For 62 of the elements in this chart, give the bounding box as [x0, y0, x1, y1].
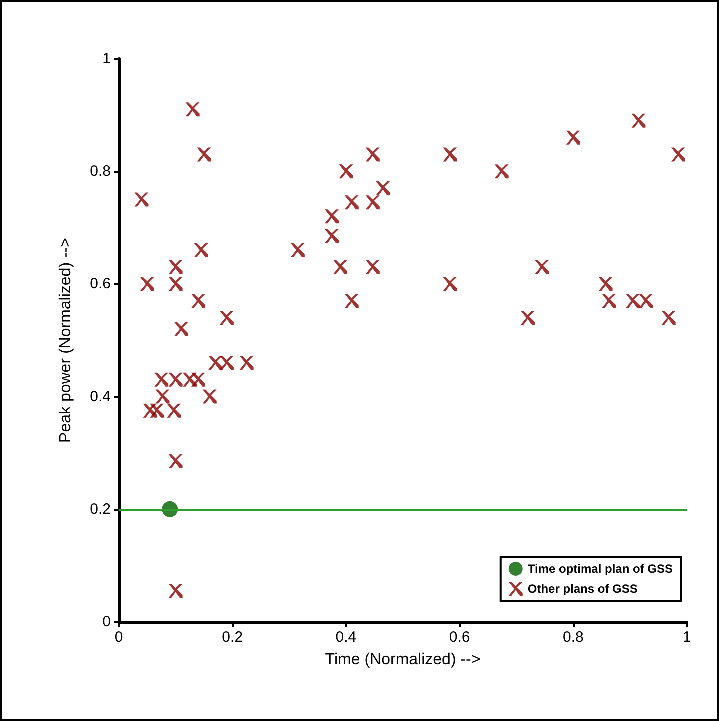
point [150, 404, 164, 418]
point [168, 454, 183, 469]
y-tick-label: 0 [102, 614, 111, 630]
point [197, 148, 212, 162]
y-tick-label: 0.4 [90, 388, 111, 406]
point [202, 390, 217, 404]
point [632, 114, 646, 128]
point [376, 181, 390, 196]
point [290, 243, 305, 258]
point [535, 260, 550, 274]
point [168, 260, 183, 274]
point [156, 390, 170, 404]
y-tick-label: 0.8 [90, 163, 111, 180]
point [602, 294, 616, 308]
x-tick-label: 1 [682, 629, 692, 646]
point [598, 277, 613, 292]
point [208, 356, 223, 370]
point [240, 356, 254, 370]
point [220, 310, 234, 325]
point [494, 164, 509, 179]
y-tick-label: 1 [102, 50, 111, 68]
point [192, 372, 206, 387]
y-tick-label: 0.2 [90, 500, 111, 518]
point [325, 210, 339, 224]
point [168, 584, 183, 598]
point [366, 196, 380, 210]
point [344, 294, 359, 308]
point [167, 404, 182, 418]
point [339, 164, 354, 179]
legend-label: Other plans of GSS [528, 582, 638, 596]
x-tick-label: 0.8 [562, 629, 584, 646]
point [186, 102, 200, 117]
x-tick-label: 0 [114, 629, 124, 646]
point [220, 356, 234, 370]
point [443, 277, 458, 292]
point [325, 229, 339, 244]
point [566, 130, 580, 145]
point [626, 294, 640, 308]
x-tick-label: 0.2 [222, 629, 244, 646]
point [639, 294, 654, 308]
point [192, 294, 206, 308]
y-axis-title: Peak power (Normalized) --> [58, 238, 74, 443]
point [443, 148, 458, 162]
point [174, 322, 188, 336]
legend-label: Time optimal plan of GSS [528, 562, 674, 576]
point [671, 148, 686, 162]
point [344, 196, 359, 210]
point [134, 192, 149, 207]
point [194, 243, 208, 258]
x-axis-title: Time (Normalized) --> [325, 652, 481, 668]
point [168, 372, 183, 387]
point [334, 260, 348, 274]
point [168, 277, 183, 292]
point [140, 277, 154, 292]
point [154, 372, 169, 387]
x-tick-label: 0.4 [336, 629, 357, 646]
point [366, 260, 380, 274]
point [662, 310, 676, 325]
point [366, 148, 380, 162]
y-tick-label: 0.6 [90, 276, 111, 293]
x-tick-label: 0.6 [449, 629, 470, 646]
point [520, 310, 535, 325]
